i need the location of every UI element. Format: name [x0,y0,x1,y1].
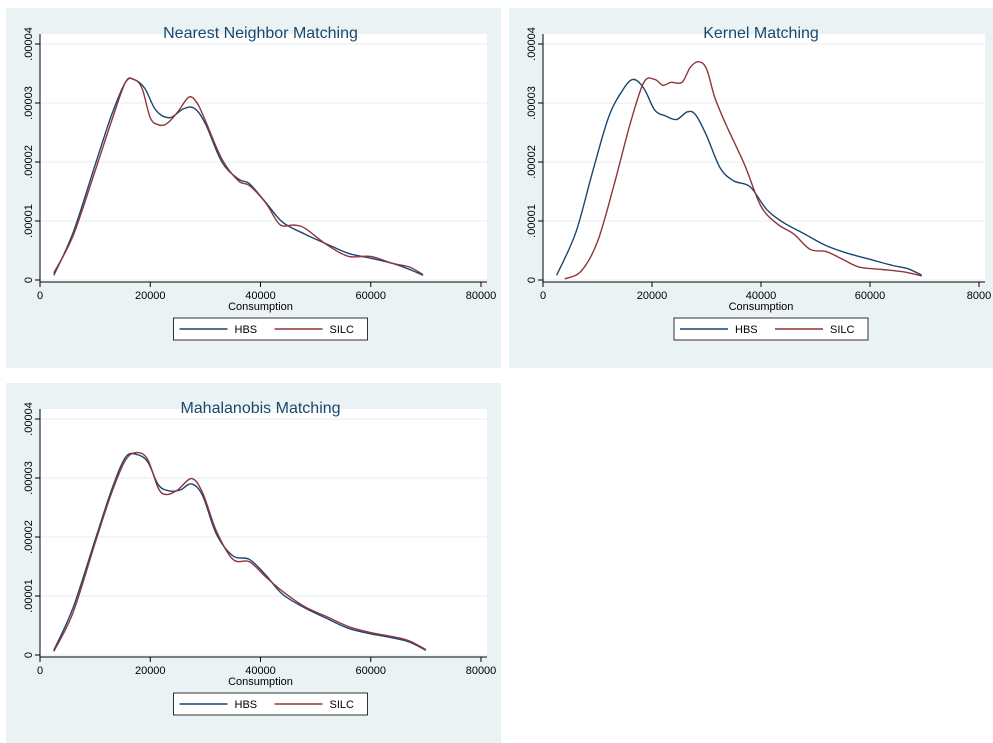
chart-title: Mahalanobis Matching [180,400,340,417]
legend-label-silc: SILC [330,324,355,336]
x-tick-label: 20000 [135,665,166,677]
x-axis-label: Consumption [729,301,794,313]
plot-area [40,34,487,282]
chart-svg: Mahalanobis Matching 0 .00001 .00002 .00003.… [6,383,501,743]
chart-svg: Nearest Neighbor Matching 0 .00001 .00002 .0… [6,8,501,368]
legend-label-hbs: HBS [235,699,258,711]
x-tick-label: 40000 [245,665,276,677]
y-tick-label: .00001 [23,579,35,613]
legend-label-hbs: HBS [735,324,758,336]
legend-label-hbs: HBS [235,324,258,336]
plot-area [543,34,985,282]
chart-panel-mahalanobis: Mahalanobis Matching 0 .00001 .00002 .00003.… [6,383,501,743]
legend-box [173,692,368,716]
legend: HBS SILC [173,317,368,341]
chart-panel-nearest-neighbor: Nearest Neighbor Matching 0 .00001 .00002 .0… [6,8,501,368]
x-tick-label: 8000 [967,290,991,302]
plot-area [40,409,487,657]
series-line-hbs [555,78,923,276]
y-tick-label: 0 [23,652,35,658]
y-tick-label: .00004 [23,27,35,61]
x-tick-label: 80000 [466,290,497,302]
y-tick-label: .00004 [526,27,538,61]
x-axis-label: Consumption [228,676,293,688]
y-tick-label: .00004 [23,402,35,436]
legend: HBS SILC [173,692,368,716]
y-tick-label: 0 [23,277,35,283]
x-tick-label: 40000 [245,290,276,302]
y-tick-label: .00003 [23,461,35,495]
legend-label-silc: SILC [330,699,355,711]
x-tick-label: 0 [37,290,43,302]
series-line-silc [53,77,424,276]
y-tick-label: .00001 [23,204,35,238]
legend-box [673,317,869,341]
chart-title: Kernel Matching [703,25,819,42]
x-tick-label: 60000 [855,290,886,302]
y-tick-label: .00003 [526,86,538,120]
chart-title: Nearest Neighbor Matching [163,25,358,42]
x-tick-label: 60000 [355,290,386,302]
x-tick-label: 60000 [355,665,386,677]
y-tick-label: .00002 [23,520,35,554]
chart-panel-kernel: Kernel Matching 0 .00001 .00002 .00003 .00004… [509,8,993,368]
chart-svg: Kernel Matching 0 .00001 .00002 .00003 .00004… [509,8,993,368]
x-tick-label: 20000 [637,290,668,302]
legend: HBS SILC [673,317,869,341]
y-tick-label: .00002 [23,145,35,179]
series-line-hbs [53,452,427,651]
y-tick-label: .00003 [23,86,35,120]
x-tick-label: 0 [37,665,43,677]
legend-label-silc: SILC [830,324,855,336]
x-tick-label: 0 [540,290,546,302]
x-tick-label: 20000 [135,290,166,302]
legend-box [173,317,368,341]
y-tick-label: 0 [526,277,538,283]
y-tick-label: .00001 [526,204,538,238]
x-axis-label: Consumption [228,301,293,313]
series-line-silc [564,61,922,280]
y-tick-label: .00002 [526,145,538,179]
x-tick-label: 40000 [746,290,777,302]
series-line-silc [53,451,427,652]
x-tick-label: 80000 [466,665,497,677]
